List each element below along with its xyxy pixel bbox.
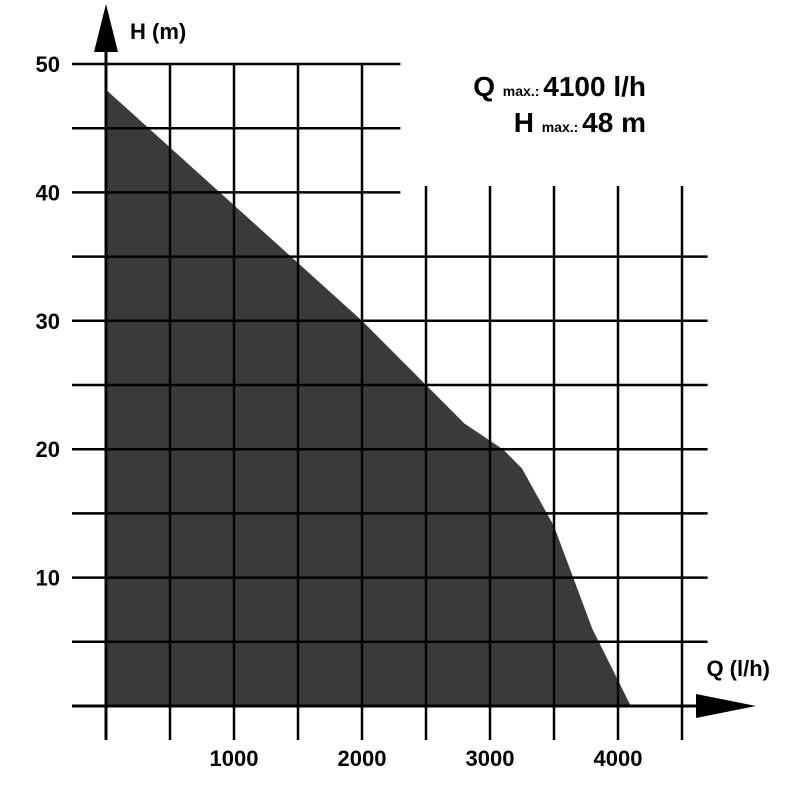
performance-area-0 bbox=[106, 89, 631, 706]
y-tick-label: 20 bbox=[36, 437, 60, 462]
max-annotation: Q max.: 4100 l/h bbox=[473, 71, 646, 102]
y-tick-label: 30 bbox=[36, 309, 60, 334]
x-axis-arrow bbox=[696, 694, 756, 718]
x-tick-label: 3000 bbox=[466, 746, 515, 771]
y-axis-arrow bbox=[94, 4, 118, 52]
x-tick-label: 1000 bbox=[210, 746, 259, 771]
y-tick-label: 40 bbox=[36, 180, 60, 205]
max-annotation: H max.: 48 m bbox=[514, 107, 646, 138]
x-axis-title: Q (l/h) bbox=[706, 656, 770, 681]
x-tick-label: 4000 bbox=[594, 746, 643, 771]
y-axis-title: H (m) bbox=[130, 19, 186, 44]
y-tick-label: 10 bbox=[36, 566, 60, 591]
x-tick-label: 2000 bbox=[338, 746, 387, 771]
y-tick-label: 50 bbox=[36, 52, 60, 77]
